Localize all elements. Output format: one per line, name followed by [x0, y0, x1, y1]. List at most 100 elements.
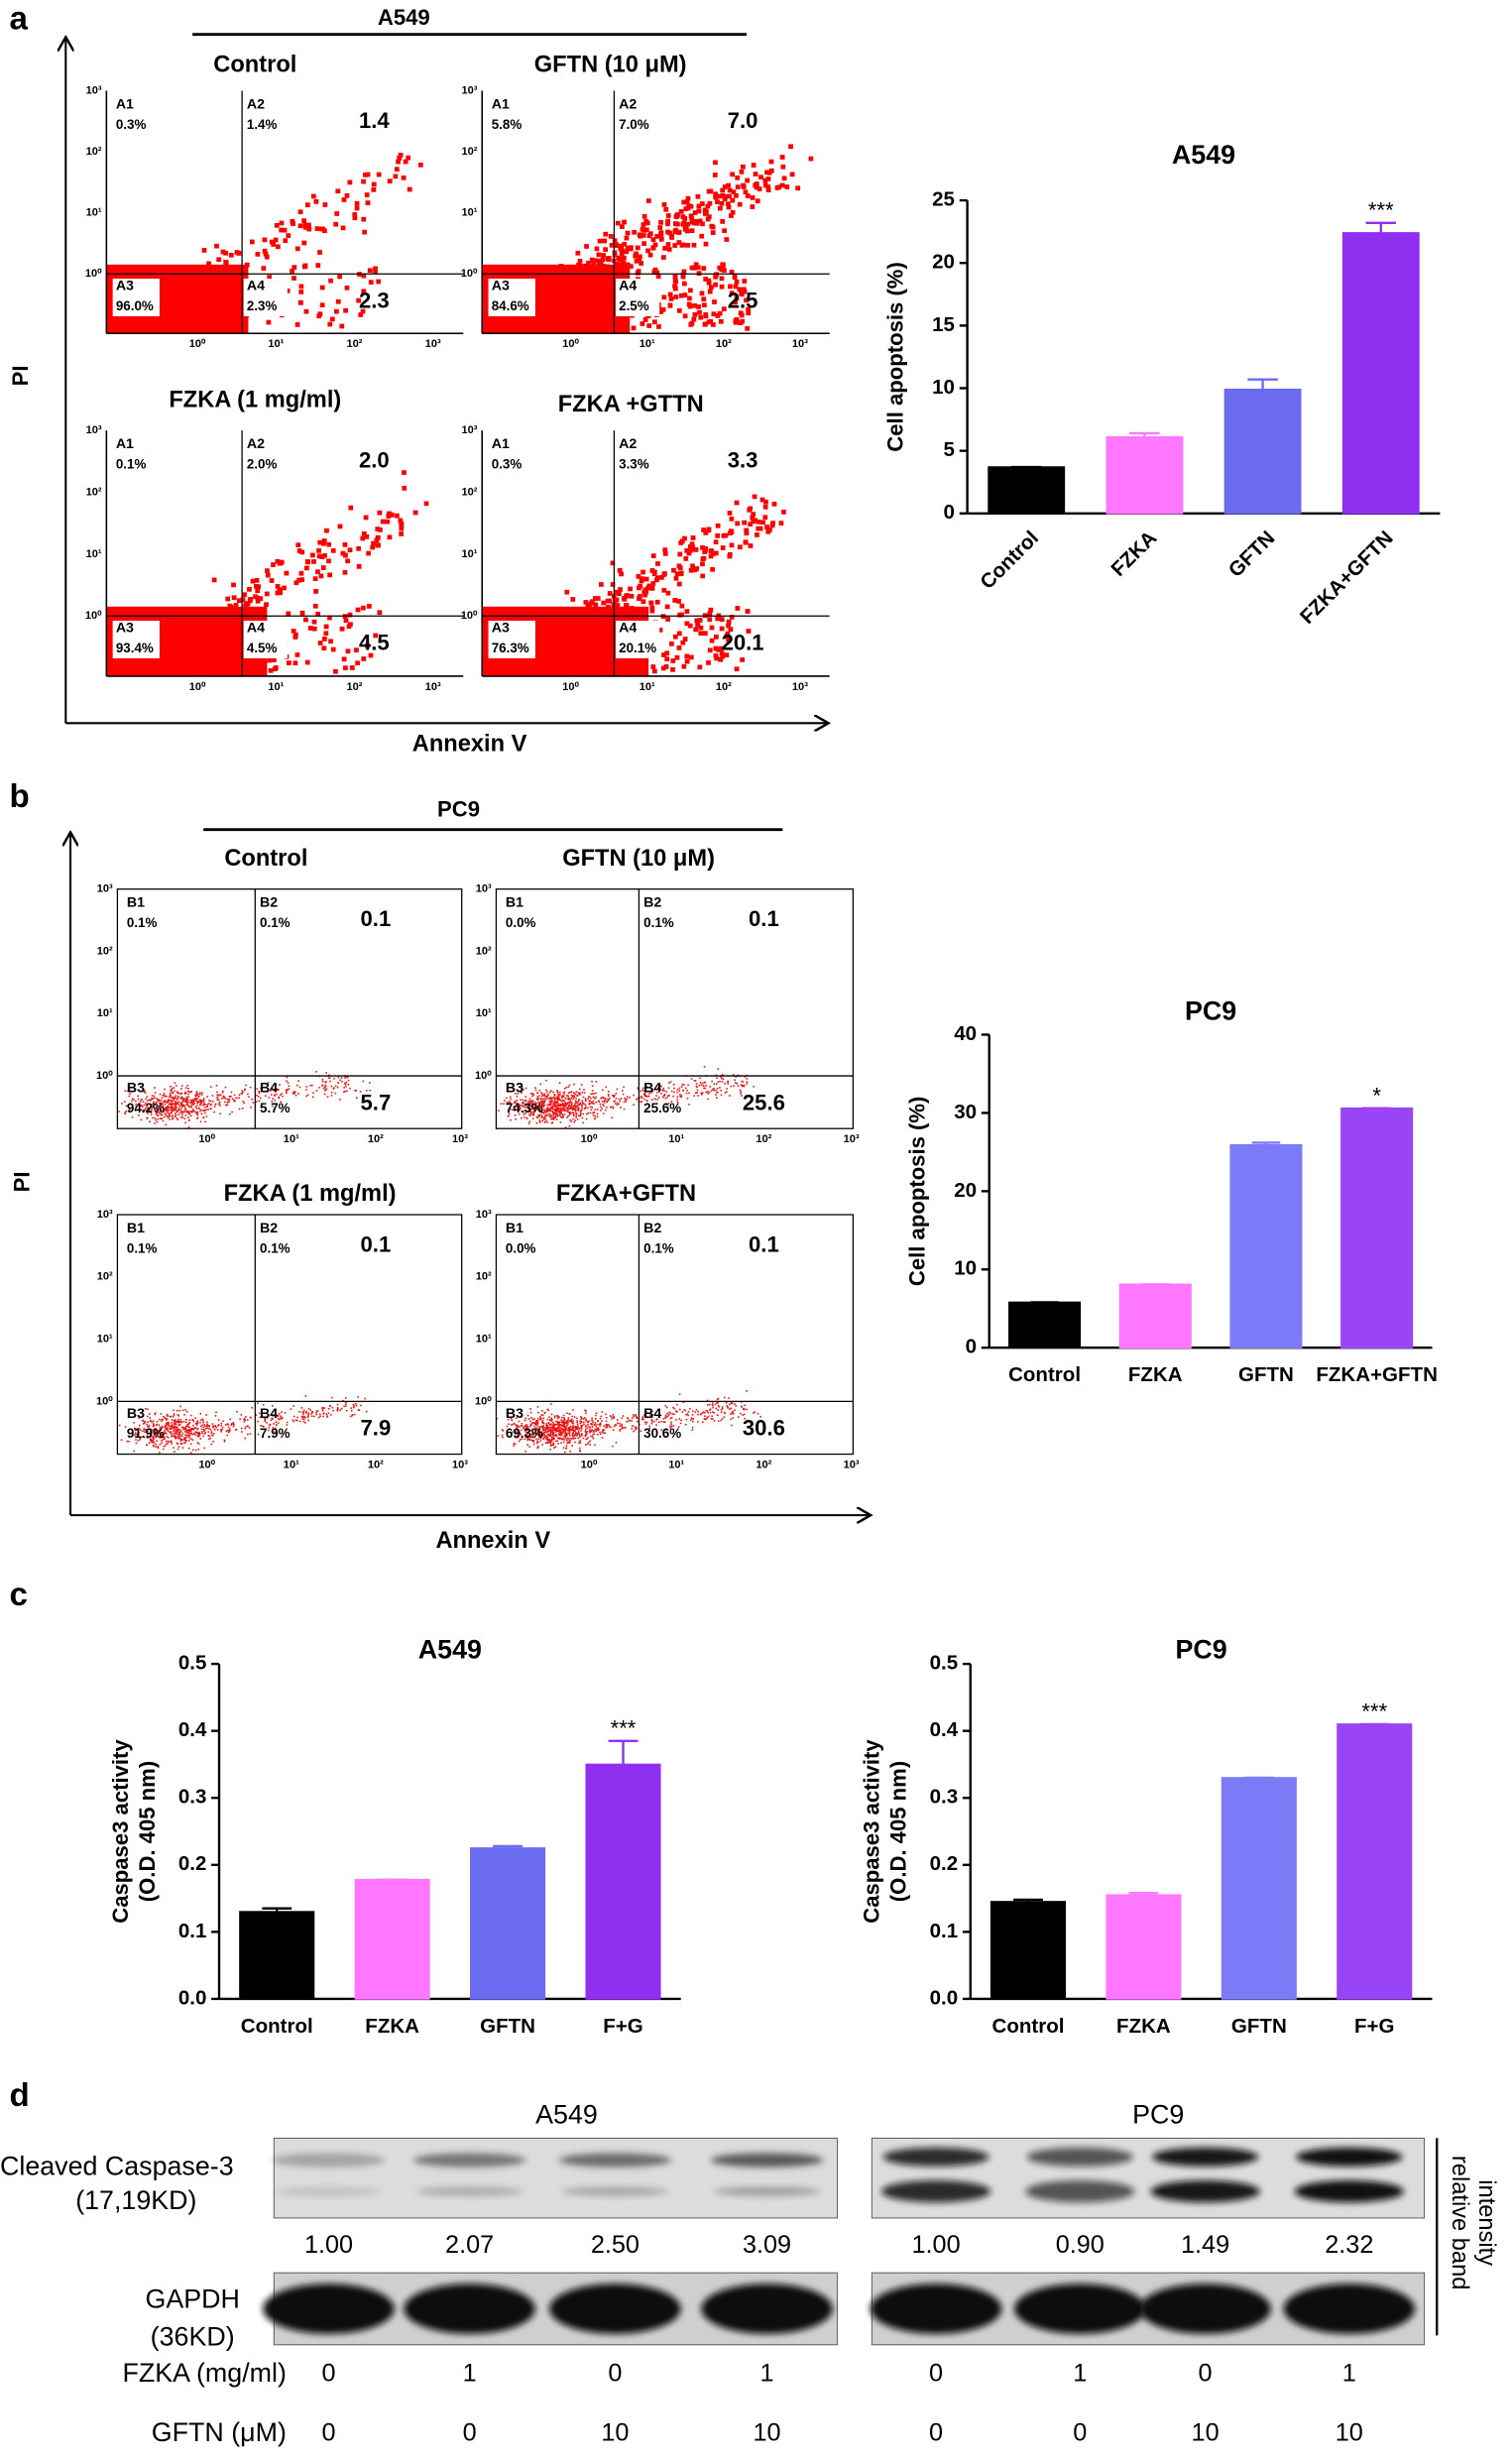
event-dot: [213, 626, 218, 631]
bar: [1338, 1724, 1412, 1999]
event-dot: [188, 1440, 190, 1442]
event-dot: [184, 1431, 186, 1433]
event-dot: [395, 167, 400, 172]
event-dot: [587, 1421, 589, 1423]
event-dot: [742, 184, 747, 189]
x-tick-label: 10²: [368, 1133, 384, 1145]
event-dot: [327, 572, 332, 577]
event-dot: [548, 1434, 550, 1436]
event-dot: [790, 172, 795, 176]
event-dot: [212, 1435, 214, 1437]
event-dot: [548, 1113, 550, 1115]
event-dot: [699, 1078, 701, 1080]
event-dot: [169, 1425, 171, 1427]
event-dot: [619, 1423, 621, 1425]
x-tick-label: 10⁰: [198, 1460, 215, 1471]
side-label: relative band: [1447, 2156, 1472, 2289]
event-dot: [593, 622, 598, 627]
event-dot: [121, 1439, 123, 1441]
event-dot: [319, 1416, 321, 1418]
event-dot: [188, 1126, 190, 1128]
event-dot: [232, 1098, 234, 1100]
plot-title: FZKA (1 mg/ml): [224, 1181, 397, 1207]
event-dot: [717, 1092, 719, 1094]
event-dot: [663, 1418, 665, 1420]
group-header: PC9: [437, 797, 480, 822]
event-dot: [727, 205, 732, 210]
event-dot: [711, 1090, 713, 1092]
quadrant-label: B1: [127, 1221, 145, 1236]
event-dot: [197, 1113, 199, 1114]
event-dot: [734, 1403, 736, 1405]
event-dot: [154, 1087, 156, 1089]
quadrant-label: B4: [643, 1080, 661, 1096]
event-dot: [536, 1443, 538, 1445]
event-dot: [206, 1106, 208, 1108]
event-dot: [561, 1113, 563, 1115]
event-dot: [322, 1410, 324, 1412]
event-dot: [564, 1113, 566, 1115]
event-dot: [547, 1442, 549, 1444]
y-tick-label: 30: [954, 1101, 977, 1123]
event-dot: [180, 1431, 182, 1433]
event-dot: [704, 1415, 706, 1417]
event-dot: [620, 1107, 622, 1109]
event-dot: [357, 1396, 359, 1398]
event-dot: [163, 1446, 165, 1448]
event-dot: [528, 1446, 530, 1448]
event-dot: [546, 1107, 548, 1109]
x-tick-label: 10³: [425, 338, 441, 350]
event-dot: [533, 1422, 535, 1424]
event-dot: [573, 1121, 575, 1123]
quadrant-total: 1.4: [359, 108, 390, 133]
event-dot: [235, 1098, 237, 1100]
event-dot: [164, 1089, 166, 1091]
event-dot: [597, 1109, 599, 1111]
event-dot: [606, 1426, 608, 1428]
event-dot: [591, 1081, 593, 1083]
event-dot: [305, 202, 310, 207]
event-dot: [361, 656, 366, 661]
event-dot: [225, 1105, 227, 1107]
event-dot: [357, 564, 362, 569]
event-dot: [567, 1423, 569, 1425]
event-dot: [640, 576, 644, 581]
event-dot: [696, 1092, 698, 1094]
event-dot: [600, 1106, 602, 1108]
event-dot: [563, 1100, 565, 1102]
event-dot: [604, 288, 609, 293]
event-dot: [588, 1426, 590, 1428]
event-dot: [340, 627, 345, 632]
band-intensity: 0.90: [1056, 2231, 1105, 2259]
event-dot: [174, 1438, 176, 1440]
event-dot: [636, 246, 640, 251]
event-dot: [599, 1425, 601, 1427]
event-dot: [603, 232, 608, 237]
event-dot: [266, 573, 271, 578]
event-dot: [206, 1422, 208, 1424]
event-dot: [174, 1095, 176, 1097]
event-dot: [540, 1098, 542, 1100]
event-dot: [722, 306, 727, 311]
event-dot: [617, 1419, 619, 1421]
event-dot: [585, 1431, 587, 1433]
event-dot: [202, 1422, 204, 1424]
event-dot: [606, 1421, 608, 1423]
event-dot: [554, 1430, 556, 1432]
plot-title: FZKA +GTTN: [558, 392, 704, 417]
event-dot: [180, 1421, 182, 1423]
event-dot: [177, 1431, 179, 1433]
quadrant-label: A2: [247, 436, 265, 452]
event-dot: [300, 611, 305, 616]
event-dot: [320, 286, 325, 291]
event-dot: [549, 1419, 551, 1421]
event-dot: [305, 1089, 307, 1091]
bar: [991, 1902, 1066, 1999]
event-dot: [257, 668, 262, 673]
event-dot: [301, 218, 306, 223]
event-dot: [545, 1430, 547, 1432]
event-dot: [680, 641, 685, 645]
event-dot: [245, 263, 250, 268]
event-dot: [545, 1080, 547, 1082]
event-dot: [582, 621, 587, 626]
